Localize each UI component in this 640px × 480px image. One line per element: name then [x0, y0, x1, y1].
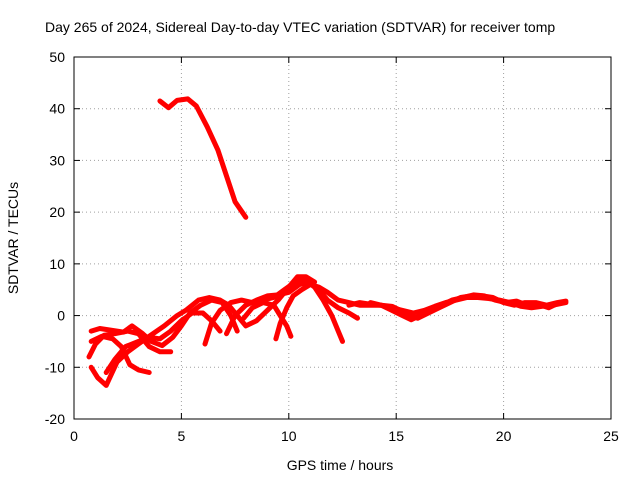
x-tick-labels: 0 5 10 15 20 25 [70, 428, 619, 444]
series-group [86, 96, 569, 388]
x-tick-label: 15 [388, 428, 404, 444]
x-axis-label: GPS time / hours [287, 457, 394, 473]
x-tick-label: 5 [178, 428, 186, 444]
x-tick-label: 20 [496, 428, 512, 444]
series-trace-f [103, 310, 223, 375]
x-tick-label: 25 [603, 428, 619, 444]
y-tick-label: 30 [49, 152, 65, 168]
series-trace-l [346, 292, 562, 323]
grid [74, 57, 611, 419]
series-trace-h [224, 279, 360, 337]
y-tick-label: 50 [49, 49, 65, 65]
x-tick-label: 10 [281, 428, 297, 444]
y-tick-labels: -20 -10 0 10 20 30 40 50 [45, 49, 65, 427]
y-tick-label: 10 [49, 256, 65, 272]
y-axis-label: SDTVAR / TECUs [5, 182, 21, 294]
y-tick-label: -10 [45, 359, 65, 375]
x-tick-label: 0 [70, 428, 78, 444]
y-tick-label: 0 [57, 308, 65, 324]
series-trace-i [241, 300, 294, 339]
series-trace-a [157, 96, 249, 220]
series-trace-e [86, 328, 174, 360]
y-tick-label: -20 [45, 411, 65, 427]
plot-frame [73, 56, 612, 420]
y-tick-label: 20 [49, 204, 65, 220]
chart-title: Day 265 of 2024, Sidereal Day-to-day VTE… [45, 19, 555, 35]
y-tick-label: 40 [49, 101, 65, 117]
ticks [73, 56, 612, 420]
